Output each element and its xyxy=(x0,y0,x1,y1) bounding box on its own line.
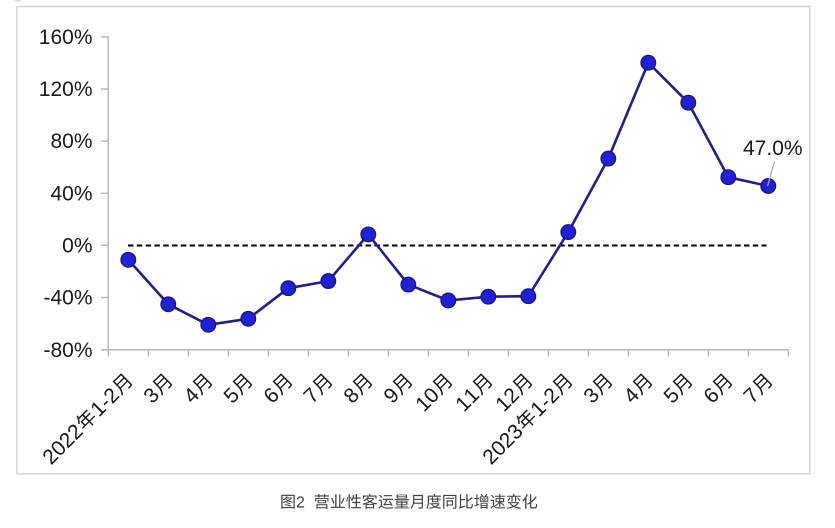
svg-text:40%: 40% xyxy=(50,182,92,205)
svg-text:80%: 80% xyxy=(50,130,92,153)
svg-text:-80%: -80% xyxy=(43,339,92,362)
svg-text:120%: 120% xyxy=(39,78,93,101)
svg-text:47.0%: 47.0% xyxy=(743,137,803,160)
svg-text:0%: 0% xyxy=(62,234,92,257)
svg-text:-40%: -40% xyxy=(43,287,92,310)
svg-text:160%: 160% xyxy=(39,26,93,49)
